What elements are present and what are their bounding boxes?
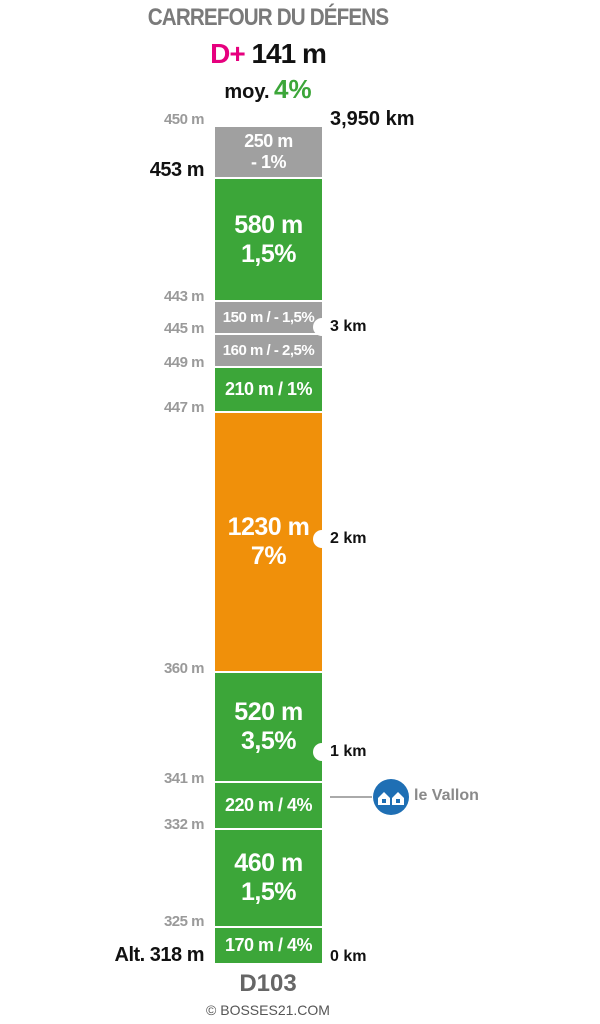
km-marker [313, 743, 331, 761]
profile-segment: 160 m / - 2,5% [215, 335, 322, 366]
profile-column: 250 m- 1% 580 m 1,5% 150 m / - 1,5% 160 m… [215, 127, 322, 963]
copyright: © BOSSES21.COM [206, 1002, 330, 1018]
profile-segment: 520 m 3,5% [215, 673, 322, 781]
altitude-label: 453 m [149, 159, 205, 181]
landmark-leader-line [330, 796, 372, 798]
altitude-label: 332 m [163, 816, 205, 833]
km-marker [313, 318, 331, 336]
profile-segment: 250 m- 1% [215, 127, 322, 177]
km-marker [313, 530, 331, 548]
distance-label: 1 km [330, 743, 367, 760]
altitude-label: 450 m [163, 111, 205, 128]
altitude-label: 447 m [163, 399, 205, 416]
climb-title: CARREFOUR DU DÉFENS [147, 4, 389, 31]
elevation-gain: D+ 141 m [0, 38, 536, 70]
landmark-label: le Vallon [414, 787, 479, 804]
altitude-label: 443 m [163, 288, 205, 305]
profile-segment: 580 m 1,5% [215, 179, 322, 300]
profile-segment: 170 m / 4% [215, 928, 322, 963]
altitude-label: 341 m [163, 770, 205, 787]
average-gradient-label: moy. [224, 81, 270, 103]
altitude-label: 445 m [163, 320, 205, 337]
distance-label: 3,950 km [330, 108, 415, 130]
road-name: D103 [239, 970, 297, 997]
altitude-label: 325 m [163, 913, 205, 930]
average-gradient: moy. 4% [0, 74, 536, 105]
profile-segment: 220 m / 4% [215, 783, 322, 828]
distance-label: 3 km [330, 318, 367, 335]
houses-icon [373, 779, 409, 815]
average-gradient-value: 4% [274, 74, 312, 104]
altitude-label: Alt. 318 m [114, 944, 205, 966]
profile-segment: 460 m 1,5% [215, 830, 322, 926]
altitude-label: 449 m [163, 354, 205, 371]
profile-segment: 150 m / - 1,5% [215, 302, 322, 333]
distance-label: 2 km [330, 530, 367, 547]
profile-segment: 210 m / 1% [215, 368, 322, 411]
profile-segment: 1230 m 7% [215, 413, 322, 671]
elevation-gain-prefix: D+ [210, 38, 246, 69]
distance-label: 0 km [330, 948, 367, 965]
elevation-gain-value: 141 m [251, 38, 326, 69]
altitude-label: 360 m [163, 660, 205, 677]
